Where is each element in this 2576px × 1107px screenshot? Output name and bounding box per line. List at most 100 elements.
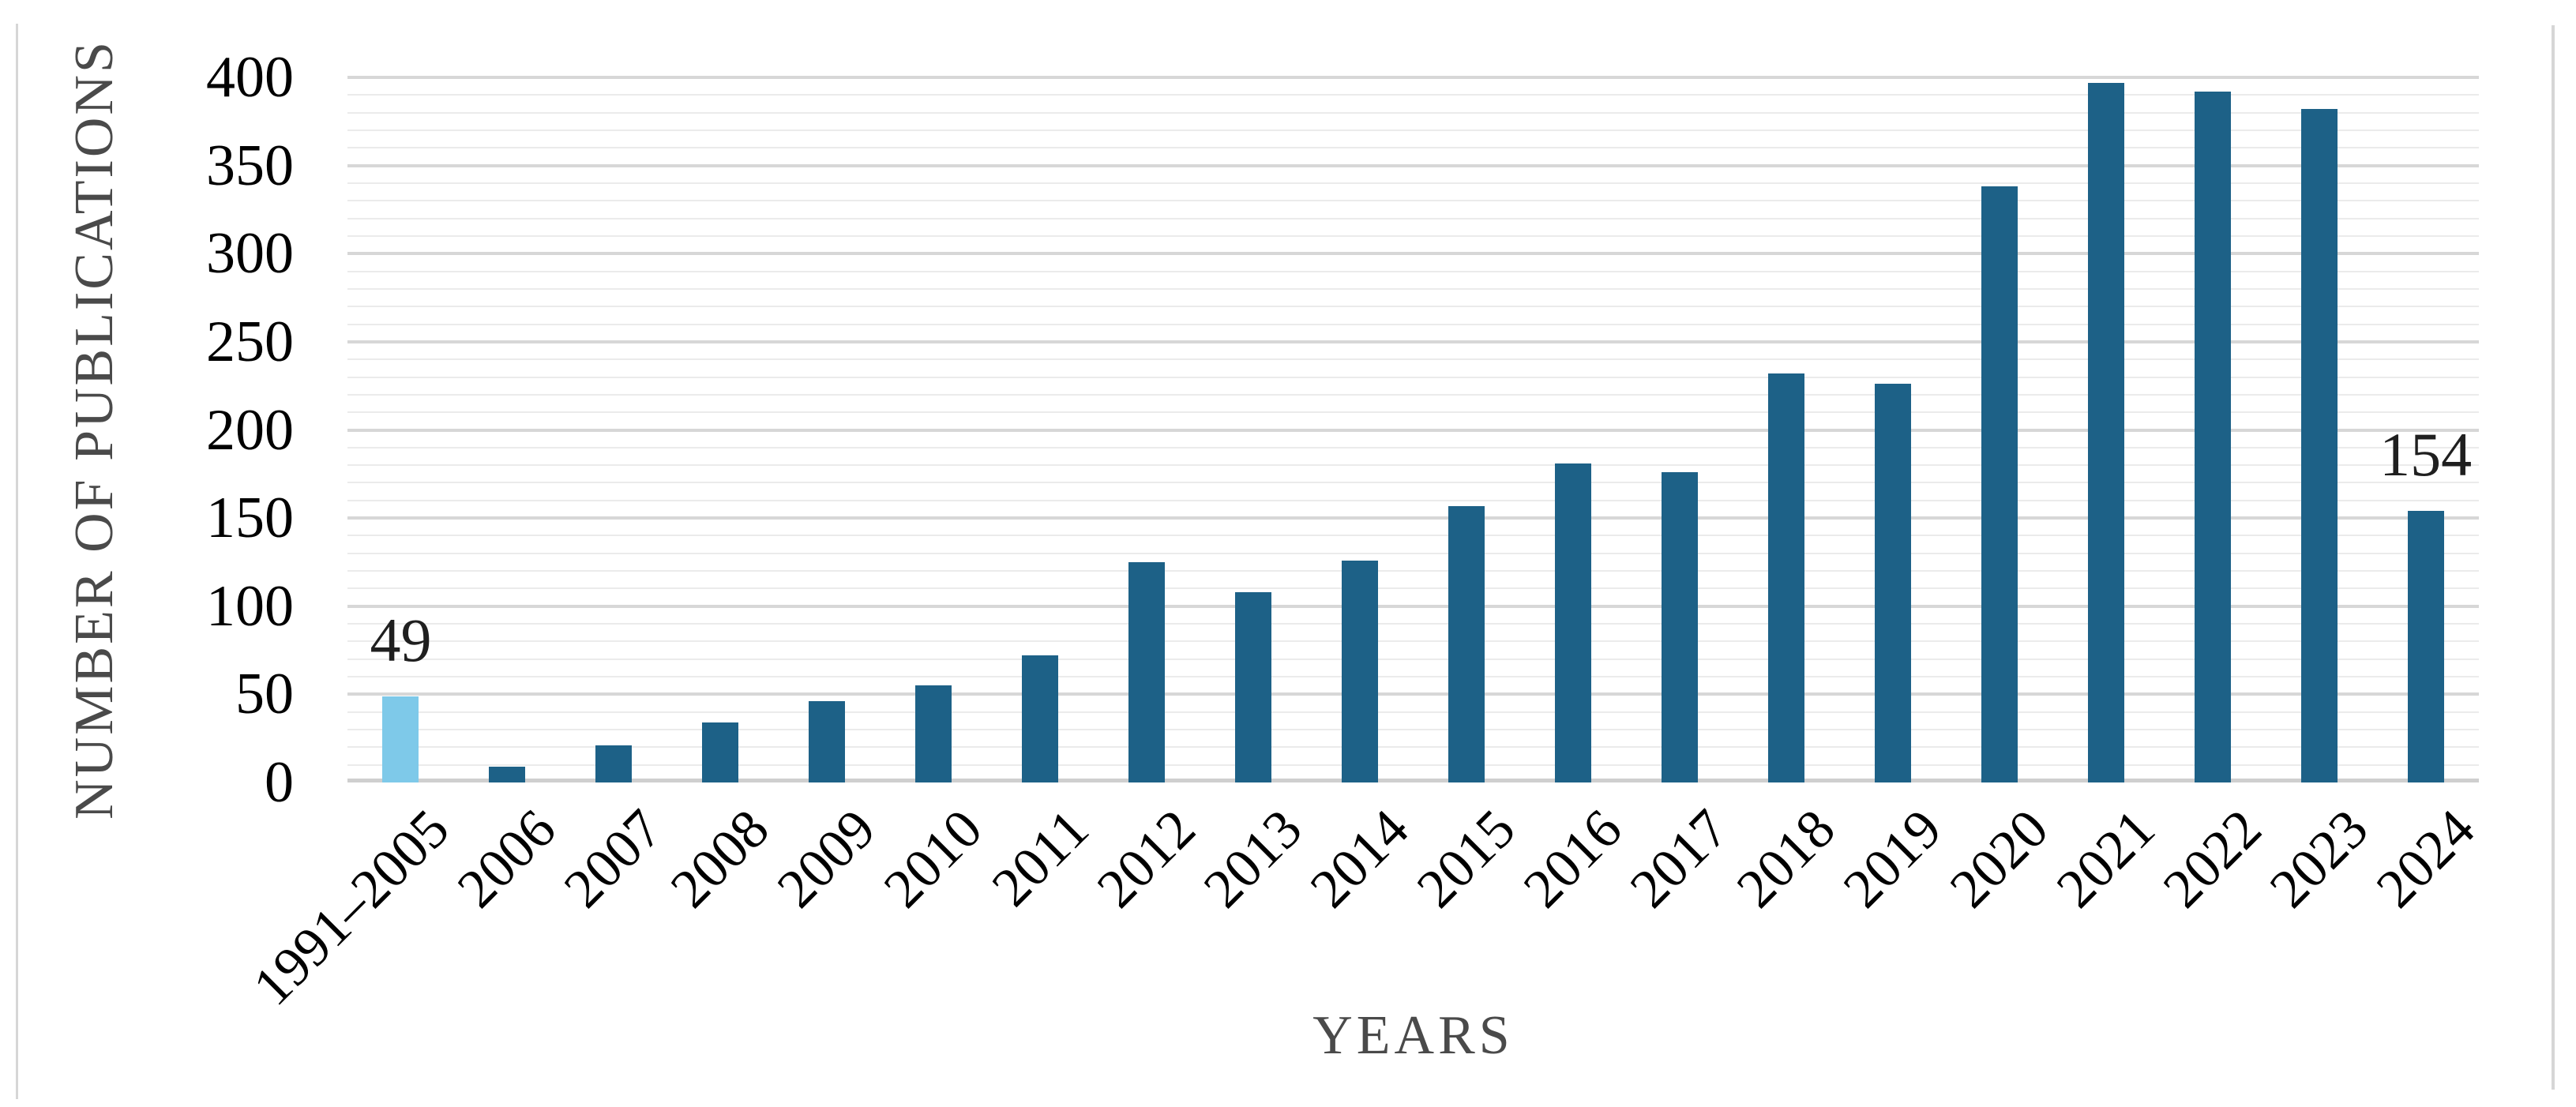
y-tick-label: 300 — [206, 221, 294, 287]
x-tick-label: 2019 — [1831, 798, 1954, 920]
minor-gridline — [347, 729, 2479, 731]
bar-data-label: 49 — [370, 605, 432, 674]
bar — [1981, 186, 2018, 782]
bar — [2194, 91, 2231, 782]
major-gridline — [347, 163, 2479, 167]
x-tick-label: 2013 — [1192, 798, 1314, 920]
minor-gridline — [347, 676, 2479, 678]
y-tick-label: 350 — [206, 133, 294, 198]
bar-slot — [1839, 77, 1946, 782]
bar-slot — [1946, 77, 2052, 782]
minor-gridline — [347, 411, 2479, 414]
y-tick-label: 100 — [206, 573, 294, 639]
minor-gridline — [347, 764, 2479, 766]
bar — [1235, 591, 1272, 782]
x-tick-label: 2009 — [766, 798, 888, 920]
x-axis-title: YEARS — [1312, 1005, 1514, 1066]
bar-slot — [881, 77, 987, 782]
y-tick-label: 0 — [265, 750, 294, 815]
bar-slot — [1626, 77, 1733, 782]
x-tick-label: 2016 — [1512, 798, 1634, 920]
y-tick-label: 400 — [206, 45, 294, 110]
major-gridline — [347, 516, 2479, 520]
minor-gridline — [347, 147, 2479, 149]
y-tick-label: 200 — [206, 397, 294, 463]
bar — [915, 685, 952, 782]
bars: 49 154 — [347, 77, 2479, 782]
minor-gridline — [347, 711, 2479, 713]
bar — [1342, 560, 1379, 782]
bar — [809, 701, 846, 782]
bar — [2300, 109, 2338, 782]
bar-slot — [1307, 77, 1414, 782]
bar-slot — [2159, 77, 2266, 782]
minor-gridline — [347, 393, 2479, 396]
minor-gridline — [347, 94, 2479, 96]
major-gridline — [347, 252, 2479, 256]
minor-gridline — [347, 200, 2479, 202]
minor-gridline — [347, 270, 2479, 272]
major-gridline — [347, 692, 2479, 696]
bar-slot — [1200, 77, 1307, 782]
x-tick-label: 2015 — [1406, 798, 1527, 920]
bar-slot — [1094, 77, 1200, 782]
minor-gridline — [347, 640, 2479, 643]
bar — [2407, 511, 2444, 782]
x-tick-label: 2020 — [1938, 798, 2060, 920]
bar — [1022, 655, 1059, 782]
bar-slot — [2052, 77, 2159, 782]
minor-gridline — [347, 746, 2479, 749]
y-tick-label: 250 — [206, 309, 294, 374]
bar — [1128, 561, 1166, 782]
major-gridline — [347, 340, 2479, 343]
minor-gridline — [347, 306, 2479, 308]
bar-slot — [987, 77, 1094, 782]
minor-gridline — [347, 217, 2479, 220]
bar-highlighted — [382, 696, 419, 782]
x-tick-label: 2007 — [553, 798, 674, 920]
bar-slot — [561, 77, 667, 782]
minor-gridline — [347, 570, 2479, 572]
bar — [1661, 472, 1698, 782]
minor-gridline — [347, 111, 2479, 114]
bar — [1554, 463, 1591, 782]
bar-slot — [774, 77, 881, 782]
major-gridline — [347, 428, 2479, 432]
minor-gridline — [347, 464, 2479, 467]
bar — [489, 766, 526, 782]
minor-gridline — [347, 552, 2479, 554]
minor-gridline — [347, 587, 2479, 590]
minor-gridline — [347, 446, 2479, 448]
left-page-border — [16, 24, 18, 1099]
bar-slot — [2266, 77, 2372, 782]
bar — [1767, 373, 1804, 782]
bar-slot — [454, 77, 561, 782]
bar-slot — [1414, 77, 1520, 782]
right-page-border — [2552, 25, 2555, 1090]
bar-slot: 154 — [2372, 77, 2479, 782]
bar-slot — [667, 77, 774, 782]
minor-gridline — [347, 129, 2479, 131]
x-tick-label: 2024 — [2364, 798, 2487, 920]
y-axis-ticks: 0 50 100 150 200 250 300 350 400 — [0, 48, 294, 812]
x-tick-label: 2011 — [981, 798, 1101, 918]
minor-gridline — [347, 323, 2479, 325]
minor-gridline — [347, 535, 2479, 537]
x-axis-line — [347, 779, 2479, 782]
x-tick-label: 2023 — [2258, 798, 2380, 920]
major-gridline — [347, 604, 2479, 608]
x-tick-label: 2008 — [659, 798, 781, 920]
x-tick-label: 2022 — [2151, 798, 2274, 920]
x-tick-label: 2006 — [446, 798, 569, 920]
minor-gridline — [347, 358, 2479, 361]
y-tick-label: 50 — [235, 662, 294, 727]
x-tick-label: 2021 — [2045, 798, 2167, 920]
bar — [1448, 505, 1485, 782]
y-tick-label: 150 — [206, 486, 294, 551]
minor-gridline — [347, 235, 2479, 237]
bar — [2087, 82, 2124, 782]
x-tick-label: 1991–2005 — [242, 798, 462, 1018]
minor-gridline — [347, 623, 2479, 625]
minor-gridline — [347, 376, 2479, 378]
